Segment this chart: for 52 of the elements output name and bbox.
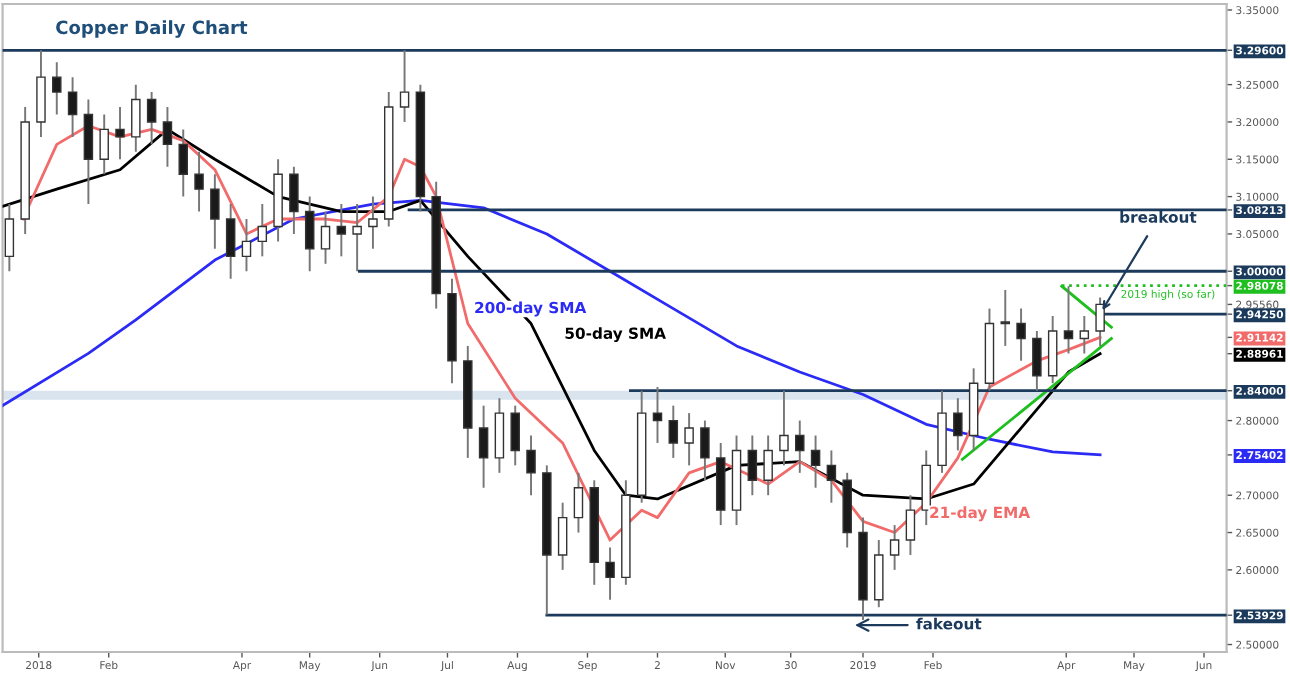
candlestick [953, 397, 963, 452]
candlestick [131, 83, 141, 153]
candlestick [225, 203, 236, 280]
candlestick [1016, 307, 1026, 362]
candlestick [1047, 315, 1058, 385]
candlestick [368, 195, 378, 250]
candlestick [67, 76, 78, 138]
candlestick [1063, 285, 1074, 355]
candlestick [700, 419, 710, 482]
candlestick [257, 203, 268, 258]
candlestick [304, 195, 315, 273]
candlestick [905, 494, 916, 556]
candlestick [320, 210, 331, 265]
line-series [2, 198, 1102, 457]
candlestick [178, 128, 189, 198]
candlestick [684, 412, 694, 467]
candlestick [826, 449, 837, 504]
candlestick [810, 434, 821, 489]
candlestick [510, 404, 520, 467]
candlestick [115, 106, 125, 161]
candlestick [478, 404, 489, 489]
candlestick [874, 539, 884, 609]
candlestick [36, 49, 46, 138]
candlestick [289, 165, 299, 235]
text: Copper Daily Chart [56, 20, 248, 38]
candlestick [4, 203, 15, 273]
candlestick [241, 218, 252, 273]
candlestick [1000, 288, 1011, 347]
candlestick [194, 150, 204, 213]
candlestick [210, 173, 220, 250]
candlestick [557, 501, 568, 571]
candlestick [99, 113, 109, 176]
candlestick [162, 106, 173, 168]
candlestick [605, 546, 615, 601]
candlestick [573, 471, 584, 534]
candlestick [352, 203, 362, 273]
candlestick [795, 419, 805, 474]
candlestick [52, 61, 62, 116]
candlestick [779, 389, 789, 467]
candlestick [763, 434, 773, 497]
candlestick [747, 434, 758, 497]
candlestick [1032, 330, 1042, 392]
candlestick [668, 404, 679, 459]
candlestick [336, 203, 347, 258]
candlestick [146, 91, 157, 146]
candlestick [652, 386, 663, 444]
candlestick [889, 524, 900, 571]
candlestick [526, 434, 536, 497]
candlestick [1079, 315, 1090, 355]
candlestick [83, 98, 94, 206]
candlestick [399, 49, 410, 123]
candlestick [494, 397, 505, 474]
